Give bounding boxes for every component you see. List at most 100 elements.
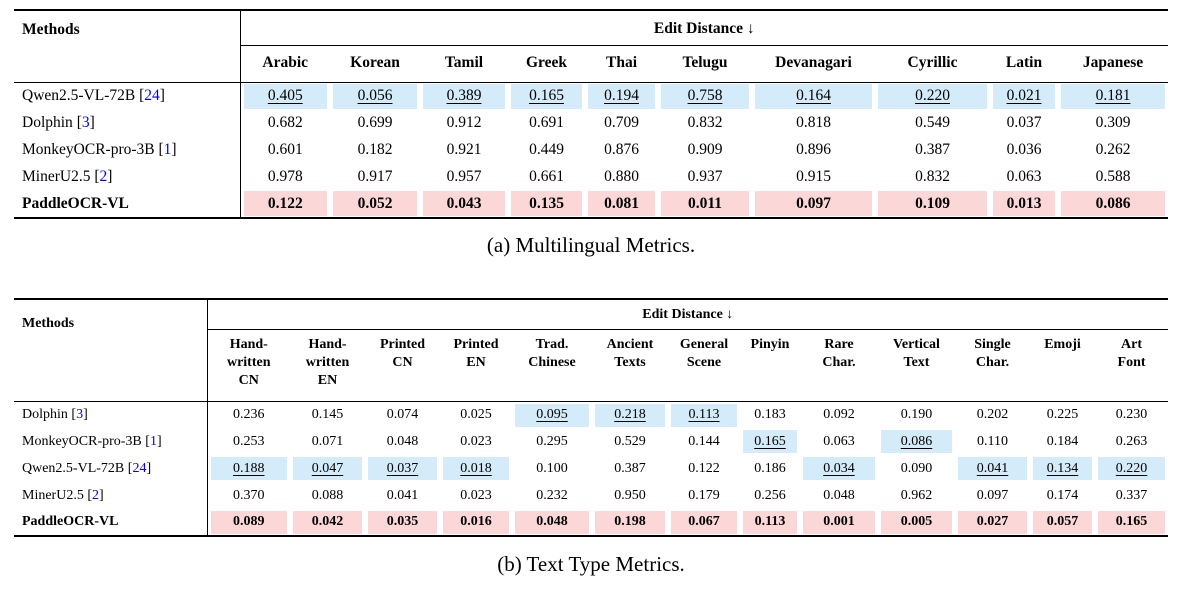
value-cell: 0.036 xyxy=(990,137,1058,164)
value-cell: 0.113 xyxy=(668,401,740,428)
metric-value: 0.699 xyxy=(357,114,393,131)
value-cell: 0.165 xyxy=(508,83,585,110)
metric-value: 0.057 xyxy=(1046,514,1079,530)
metric-value: 0.253 xyxy=(233,433,265,449)
value-cell: 0.067 xyxy=(668,509,740,536)
metric-value: 0.041 xyxy=(386,487,419,503)
metric-value: 0.186 xyxy=(754,460,786,476)
value-cell: 0.097 xyxy=(752,191,875,218)
method-name: PaddleOCR-VL xyxy=(22,194,129,212)
value-cell: 0.529 xyxy=(592,428,668,455)
metric-value: 0.549 xyxy=(915,114,950,131)
value-cell: 0.164 xyxy=(752,83,875,110)
method-cell: MonkeyOCR-pro-3B [1] xyxy=(22,433,162,449)
metric-value: 0.220 xyxy=(1115,460,1148,476)
column-header-telugu: Telugu xyxy=(658,45,752,83)
value-cell: 0.682 xyxy=(239,109,330,137)
metric-value: 0.370 xyxy=(233,487,265,503)
value-cell: 0.048 xyxy=(365,428,440,455)
metric-value: 0.387 xyxy=(614,460,646,476)
value-cell: 0.023 xyxy=(440,482,512,509)
header-row-columns: Hand-written CN Hand-written EN Printed CN Pri… xyxy=(14,329,1169,402)
column-header-cyrillic: Cyrillic xyxy=(875,45,990,83)
table-row-dolphin: Dolphin [3] 0.236 0.145 0.074 0.025 0.095 0.21… xyxy=(14,401,1168,429)
citation-link[interactable]: 24 xyxy=(132,460,147,476)
value-cell: 0.915 xyxy=(752,164,875,191)
metric-value: 0.056 xyxy=(357,87,393,105)
metric-value: 0.122 xyxy=(267,194,303,212)
value-cell: 0.912 xyxy=(420,110,508,137)
value-cell: 0.063 xyxy=(990,164,1058,191)
value-cell: 0.057 xyxy=(1030,509,1095,536)
metric-value: 0.202 xyxy=(976,407,1009,423)
metric-value: 0.601 xyxy=(267,141,303,158)
table-row-mineru2-5: MinerU2.5 [2] 0.978 0.917 0.957 0.661 0.880 0.… xyxy=(14,163,1168,191)
value-cell: 0.950 xyxy=(592,482,668,509)
value-cell: 0.063 xyxy=(800,428,878,455)
value-cell: 0.174 xyxy=(1030,482,1095,509)
metric-value: 0.018 xyxy=(460,460,492,476)
metric-value: 0.113 xyxy=(688,407,720,423)
metric-value: 0.071 xyxy=(311,433,344,449)
metric-value: 0.950 xyxy=(614,487,646,503)
value-cell: 0.758 xyxy=(658,83,752,110)
column-header-rare-char: Rare Char. xyxy=(800,329,878,402)
metric-value: 0.220 xyxy=(915,87,950,105)
value-cell: 0.071 xyxy=(290,428,365,455)
value-cell: 0.588 xyxy=(1058,164,1168,191)
metric-value: 0.042 xyxy=(311,514,344,530)
column-header-printed-cn: Printed CN xyxy=(365,329,440,402)
method-cell: Qwen2.5-VL-72B [24] xyxy=(22,87,165,105)
citation-link[interactable]: 1 xyxy=(163,141,172,158)
table-row-qwen2-5-vl-72b: Qwen2.5-VL-72B [24] 0.188 0.047 0.037 0.018 0… xyxy=(14,455,1168,483)
citation-link[interactable]: 2 xyxy=(92,487,99,503)
citation-link[interactable]: 24 xyxy=(144,87,160,105)
value-cell: 0.113 xyxy=(740,509,800,536)
metric-value: 0.978 xyxy=(267,168,303,185)
method-name: MonkeyOCR-pro-3B xyxy=(22,141,155,158)
metric-value: 0.067 xyxy=(688,514,720,530)
column-header-devanagari: Devanagari xyxy=(752,45,875,83)
metric-value: 0.962 xyxy=(900,487,933,503)
citation-link[interactable]: 3 xyxy=(76,407,84,423)
metric-value: 0.036 xyxy=(1006,141,1042,158)
citation-link[interactable]: 3 xyxy=(81,114,90,131)
method-cell: Dolphin [3] xyxy=(22,114,95,131)
value-cell: 0.095 xyxy=(512,401,592,428)
method-cell: MinerU2.5 [2] xyxy=(22,168,113,185)
metric-value: 0.005 xyxy=(900,514,933,530)
column-header-printed-en: Printed EN xyxy=(440,329,512,402)
metric-value: 0.917 xyxy=(357,168,393,185)
metric-value: 0.661 xyxy=(529,168,564,185)
value-cell: 0.186 xyxy=(740,455,800,482)
text-type-metrics-section: Methods Edit Distance ↓ Hand-written CN Hand… xyxy=(0,258,1182,578)
value-cell: 0.043 xyxy=(420,191,508,218)
value-cell: 0.037 xyxy=(990,110,1058,137)
methods-header: Methods xyxy=(14,298,207,402)
methods-header: Methods xyxy=(14,10,240,83)
value-cell: 0.048 xyxy=(512,509,592,536)
metric-value: 0.013 xyxy=(1006,194,1042,212)
metric-value: 0.449 xyxy=(529,141,564,158)
value-cell: 0.023 xyxy=(440,428,512,455)
value-cell: 0.021 xyxy=(990,83,1058,110)
text-type-metrics-table: Methods Edit Distance ↓ Hand-written CN Hand… xyxy=(14,297,1169,538)
table-row-paddleocr-vl: PaddleOCR-VL 0.122 0.052 0.043 0.135 0.081 0.0… xyxy=(14,190,1168,218)
value-cell: 0.134 xyxy=(1030,455,1095,482)
value-cell: 0.256 xyxy=(740,482,800,509)
metric-value: 0.183 xyxy=(754,407,786,423)
citation-link[interactable]: 2 xyxy=(99,168,108,185)
column-header-trad-chinese: Trad. Chinese xyxy=(512,329,592,402)
metric-value: 0.337 xyxy=(1115,487,1148,503)
value-cell: 0.181 xyxy=(1058,83,1168,110)
citation-link[interactable]: 1 xyxy=(149,433,157,449)
method-name: Dolphin xyxy=(22,407,68,423)
method-name: PaddleOCR-VL xyxy=(22,514,119,530)
metric-value: 0.198 xyxy=(614,514,646,530)
value-cell: 0.699 xyxy=(330,110,420,137)
value-cell: 0.549 xyxy=(875,110,990,137)
value-cell: 0.086 xyxy=(1058,191,1168,218)
metric-value: 0.164 xyxy=(796,87,831,105)
metric-value: 0.097 xyxy=(796,194,831,212)
value-cell: 0.047 xyxy=(290,455,365,482)
